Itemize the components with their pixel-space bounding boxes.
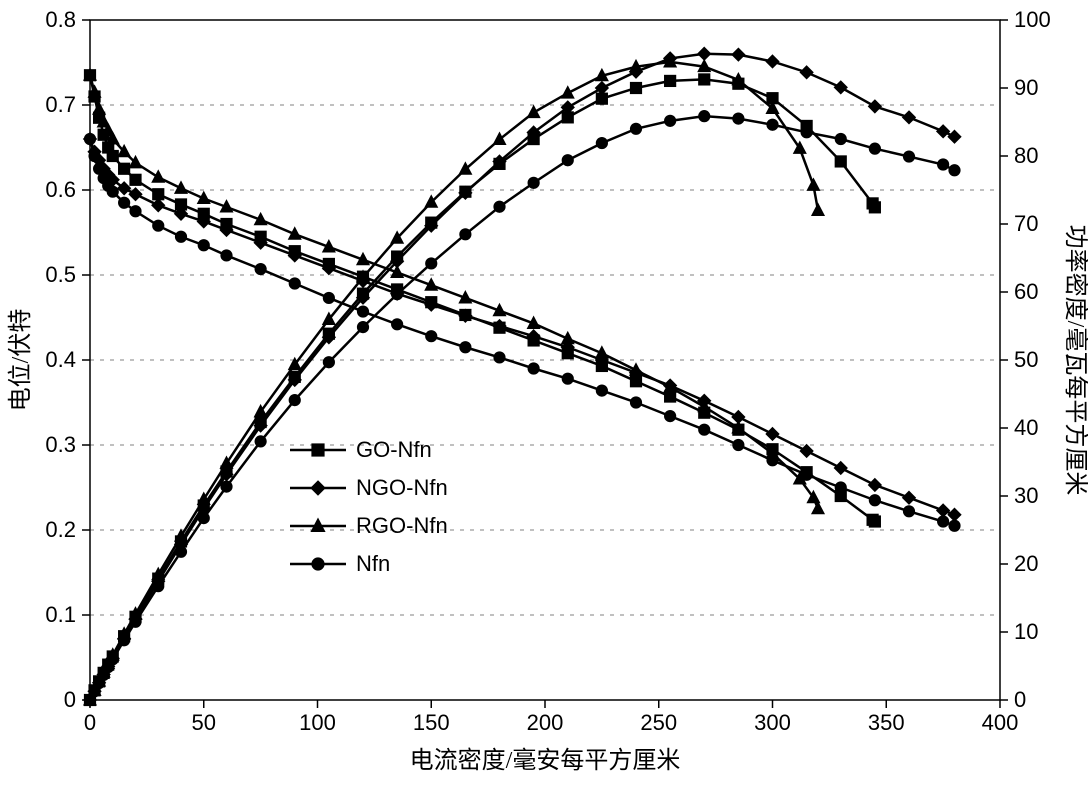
svg-text:0.1: 0.1 — [45, 602, 76, 627]
svg-text:0.3: 0.3 — [45, 432, 76, 457]
svg-text:80: 80 — [1014, 143, 1038, 168]
fuel-cell-chart: 050100150200250300350400电流密度/毫安每平方厘米00.1… — [0, 0, 1088, 810]
legend-item-label: NGO-Nfn — [356, 475, 448, 500]
svg-text:200: 200 — [527, 710, 564, 735]
svg-text:50: 50 — [1014, 347, 1038, 372]
svg-text:300: 300 — [754, 710, 791, 735]
svg-text:30: 30 — [1014, 483, 1038, 508]
svg-text:100: 100 — [299, 710, 336, 735]
svg-text:250: 250 — [640, 710, 677, 735]
x-axis-label: 电流密度/毫安每平方厘米 — [410, 747, 681, 774]
chart-container: 050100150200250300350400电流密度/毫安每平方厘米00.1… — [0, 0, 1088, 810]
legend-item-label: RGO-Nfn — [356, 513, 448, 538]
svg-text:70: 70 — [1014, 211, 1038, 236]
svg-text:400: 400 — [982, 710, 1019, 735]
svg-text:0.5: 0.5 — [45, 262, 76, 287]
svg-text:0.6: 0.6 — [45, 177, 76, 202]
legend-item-label: Nfn — [356, 551, 390, 576]
svg-text:40: 40 — [1014, 415, 1038, 440]
svg-text:350: 350 — [868, 710, 905, 735]
svg-text:100: 100 — [1014, 7, 1051, 32]
svg-text:0: 0 — [1014, 687, 1026, 712]
svg-text:60: 60 — [1014, 279, 1038, 304]
y-left-axis-label: 电位/伏特 — [7, 309, 34, 412]
svg-text:0.4: 0.4 — [45, 347, 76, 372]
legend-item-label: GO-Nfn — [356, 437, 432, 462]
svg-text:0.8: 0.8 — [45, 7, 76, 32]
svg-text:0: 0 — [84, 710, 96, 735]
svg-text:0.7: 0.7 — [45, 92, 76, 117]
svg-text:20: 20 — [1014, 551, 1038, 576]
svg-text:50: 50 — [192, 710, 216, 735]
y-right-axis-label: 功率密度/毫瓦每平方厘米 — [1062, 225, 1088, 496]
svg-text:10: 10 — [1014, 619, 1038, 644]
svg-text:150: 150 — [413, 710, 450, 735]
svg-text:90: 90 — [1014, 75, 1038, 100]
svg-text:0: 0 — [64, 687, 76, 712]
svg-text:0.2: 0.2 — [45, 517, 76, 542]
